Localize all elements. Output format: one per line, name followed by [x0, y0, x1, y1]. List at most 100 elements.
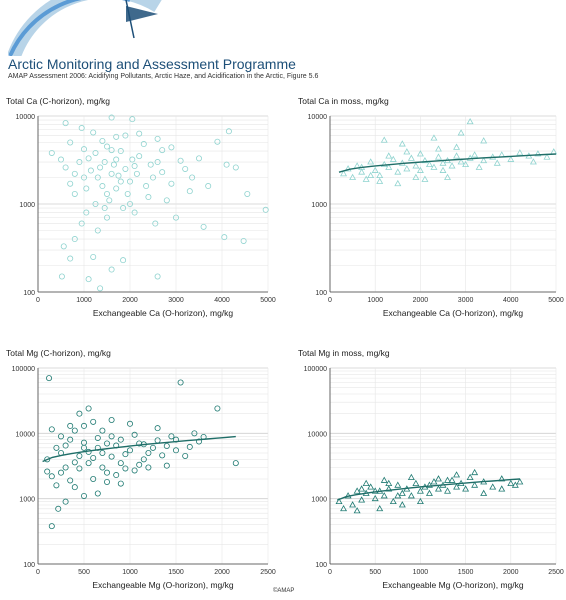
data-point	[145, 464, 152, 471]
data-point	[81, 439, 88, 446]
data-point	[62, 164, 69, 171]
data-point	[214, 405, 221, 412]
data-point	[108, 433, 115, 440]
data-point	[453, 471, 461, 478]
data-point	[99, 450, 106, 457]
y-tick-label: 100	[23, 562, 35, 569]
data-point	[358, 168, 366, 175]
data-point	[85, 155, 92, 162]
data-point	[67, 436, 74, 443]
data-point	[85, 405, 92, 412]
data-point	[498, 485, 506, 492]
data-point	[394, 481, 402, 488]
data-point	[48, 523, 55, 530]
chart-title: Total Mg (C-horizon), mg/kg	[6, 348, 111, 358]
data-point	[376, 177, 384, 184]
data-point	[349, 501, 357, 508]
x-tick-label: 2000	[503, 569, 519, 576]
data-point	[172, 447, 179, 454]
data-point	[430, 163, 438, 170]
data-point	[385, 479, 393, 487]
data-point	[407, 492, 415, 499]
x-tick-label: 1000	[122, 569, 138, 576]
chart-panel-1: 100 1000 10000 0 1000 2000 3000 4000 5000 Total C…	[6, 96, 276, 318]
x-tick-label: 0	[328, 569, 332, 576]
data-point	[94, 174, 101, 181]
data-point	[145, 194, 152, 201]
data-point	[122, 451, 129, 458]
data-point	[149, 174, 156, 181]
data-point	[127, 178, 134, 185]
data-point	[205, 183, 212, 190]
data-point	[71, 190, 78, 197]
x-tick-label: 1500	[458, 569, 474, 576]
data-point	[529, 158, 537, 165]
data-point	[412, 173, 420, 180]
data-point	[403, 148, 411, 155]
data-point	[97, 164, 104, 171]
data-point	[113, 156, 120, 163]
data-point	[136, 153, 143, 160]
data-point	[394, 179, 402, 187]
data-point	[394, 492, 402, 499]
data-point	[507, 479, 515, 487]
data-point	[154, 273, 161, 280]
data-point	[71, 236, 78, 243]
data-point	[462, 485, 470, 492]
data-point	[115, 172, 122, 179]
data-point	[471, 151, 479, 158]
data-point	[143, 183, 150, 190]
data-point	[140, 141, 147, 148]
data-point	[53, 482, 60, 489]
data-point	[444, 476, 452, 483]
data-point	[362, 175, 370, 182]
x-tick-label: 0	[328, 297, 332, 304]
data-point	[353, 507, 361, 514]
y-tick-label: 1000	[311, 202, 327, 209]
x-tick-label: 500	[369, 569, 381, 576]
data-point	[120, 257, 127, 264]
data-point	[177, 157, 184, 164]
data-point	[344, 165, 352, 172]
y-tick-label: 1000	[19, 497, 35, 504]
data-point	[412, 479, 420, 487]
data-point	[380, 492, 388, 499]
data-point	[94, 490, 101, 497]
data-point	[434, 153, 442, 160]
data-point	[67, 139, 74, 146]
data-point	[534, 150, 542, 157]
data-point	[81, 146, 88, 153]
x-tick-label: 3000	[168, 297, 184, 304]
x-tick-label: 3000	[458, 297, 474, 304]
data-point	[444, 487, 452, 494]
data-point	[349, 173, 357, 180]
data-point	[430, 478, 438, 485]
data-point	[147, 161, 154, 168]
data-point	[358, 485, 366, 492]
data-point	[136, 130, 143, 137]
chart-panel-3: 100 1000 10000 100000 0 500 1000 1500 2000 2500 To…	[6, 348, 276, 590]
data-point	[78, 220, 85, 227]
trend-line	[338, 153, 557, 173]
y-tick-label: 100000	[12, 366, 35, 373]
trend-line	[336, 478, 520, 501]
data-point	[154, 437, 161, 444]
data-point	[475, 163, 483, 170]
data-point	[99, 137, 106, 144]
data-point	[104, 143, 111, 150]
data-point	[453, 152, 461, 159]
data-point	[448, 162, 456, 169]
data-point	[457, 129, 465, 136]
data-point	[340, 170, 348, 177]
data-point	[149, 444, 156, 451]
data-point	[117, 148, 124, 155]
data-point	[448, 476, 456, 483]
data-point	[106, 197, 113, 204]
data-point	[145, 450, 152, 457]
data-point	[398, 501, 406, 508]
data-point	[200, 223, 207, 230]
data-point	[371, 494, 379, 502]
data-point	[124, 190, 131, 197]
data-point	[81, 492, 88, 499]
data-point	[195, 438, 202, 445]
